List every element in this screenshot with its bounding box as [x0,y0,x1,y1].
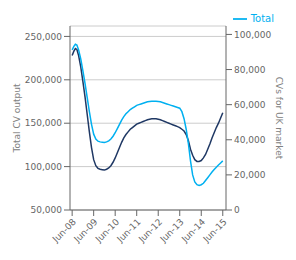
svg-text:Total CV output: Total CV output [12,83,22,153]
svg-text:100,000: 100,000 [234,30,271,40]
svg-text:250,000: 250,000 [25,32,62,42]
svg-text:100,000: 100,000 [25,162,62,172]
svg-text:CVs for UK market: CVs for UK market [274,77,284,160]
svg-text:Jun-11: Jun-11 [115,217,143,245]
svg-text:Jun-14: Jun-14 [179,217,207,245]
svg-text:80,000: 80,000 [234,65,266,75]
svg-text:200,000: 200,000 [25,75,62,85]
svg-text:150,000: 150,000 [25,118,62,128]
html-text:Total: Total [250,13,274,24]
svg-text:60,000: 60,000 [234,100,266,110]
svg-text:0: 0 [234,205,240,215]
svg-text:Jun-09: Jun-09 [71,217,99,245]
svg-text:Jun-08: Jun-08 [50,217,78,245]
svg-text:Jun-10: Jun-10 [93,217,121,245]
svg-text:Jun-15: Jun-15 [201,217,229,245]
svg-text:Jun-13: Jun-13 [158,217,186,245]
svg-text:Jun-12: Jun-12 [136,217,164,245]
svg-text:20,000: 20,000 [234,170,266,180]
svg-text:40,000: 40,000 [234,135,266,145]
svg-text:50,000: 50,000 [31,205,63,215]
